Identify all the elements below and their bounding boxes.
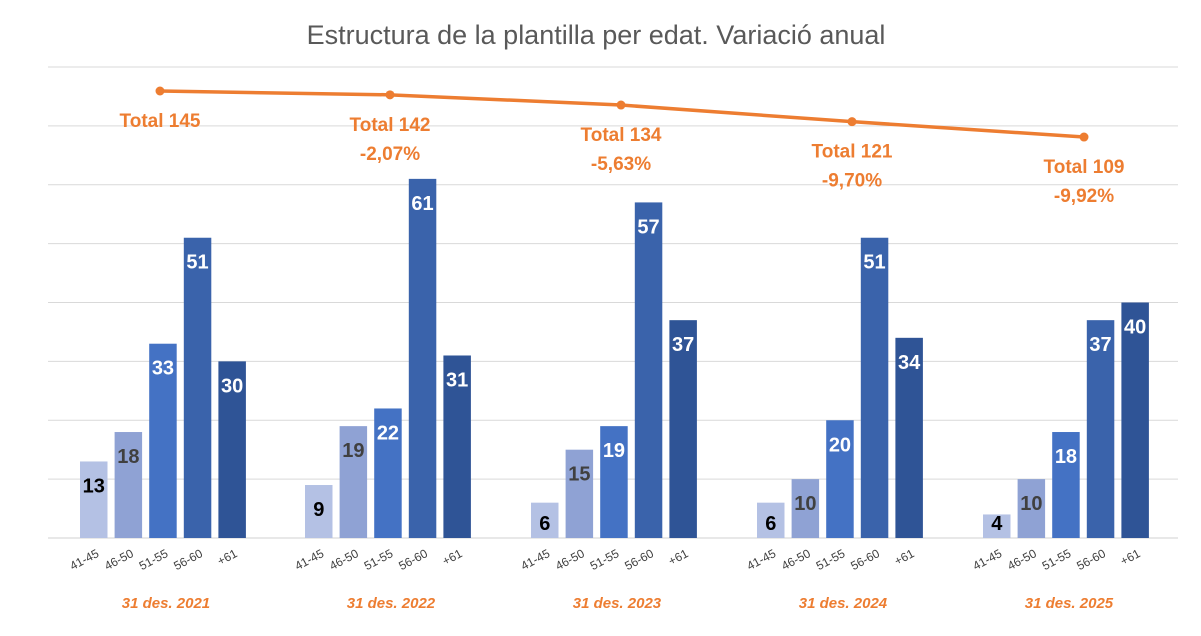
group-label: 31 des. 2025 (1025, 595, 1114, 612)
group-label: 31 des. 2024 (799, 595, 888, 612)
bar (443, 355, 471, 538)
category-tick-label: 56-60 (1074, 546, 1108, 573)
bar (183, 237, 212, 539)
category-tick-label: +61 (892, 546, 917, 568)
totals-point (847, 117, 857, 127)
bar (895, 337, 923, 538)
totals-point (155, 86, 165, 96)
bar (531, 502, 559, 538)
bar (634, 202, 663, 538)
category-tick-label: 51-55 (1040, 546, 1074, 573)
bar (600, 426, 628, 538)
totals-line (155, 86, 1089, 142)
data-label: 22 (377, 422, 399, 444)
category-tick-label: 41-45 (518, 546, 552, 573)
group-label: 31 des. 2023 (573, 595, 662, 612)
bars (80, 178, 1149, 539)
data-label: 13 (83, 475, 105, 497)
category-tick-label: 56-60 (396, 546, 430, 573)
data-label: 10 (1020, 493, 1042, 515)
category-tick-label: 41-45 (744, 546, 778, 573)
total-label: Total 142 (350, 115, 431, 136)
category-tick-label: 41-45 (67, 546, 101, 573)
data-label: 31 (446, 369, 468, 391)
category-tick-label: 46-50 (1005, 546, 1039, 573)
data-label: 19 (342, 440, 364, 462)
data-label: 61 (411, 193, 433, 215)
data-label: 10 (794, 493, 816, 515)
totals-point (1079, 132, 1089, 142)
data-label: 20 (829, 434, 851, 456)
bar (1086, 320, 1115, 538)
variation-label: -9,70% (822, 171, 882, 192)
data-label: 34 (898, 352, 921, 374)
data-label: 30 (221, 375, 243, 397)
bar (757, 502, 785, 538)
category-tick-label: 46-50 (779, 546, 813, 573)
bar (80, 461, 108, 538)
total-label: Total 134 (581, 125, 662, 146)
category-tick-label: 56-60 (848, 546, 882, 573)
bar (374, 408, 402, 538)
data-label: 51 (186, 252, 208, 274)
totals-point (385, 90, 395, 100)
bar (826, 420, 854, 538)
variation-label: -5,63% (591, 154, 651, 175)
bar (305, 485, 333, 538)
category-tick-label: +61 (440, 546, 465, 568)
data-label: 40 (1124, 317, 1146, 339)
category-tick-label: 51-55 (588, 546, 622, 573)
data-label: 37 (1089, 334, 1111, 356)
total-label: Total 121 (812, 142, 893, 163)
category-tick-label: +61 (1118, 546, 1143, 568)
bar (114, 432, 143, 538)
category-tick-label: 56-60 (622, 546, 656, 573)
data-label: 6 (765, 513, 776, 535)
bar (218, 361, 246, 538)
total-label: Total 109 (1044, 157, 1125, 178)
data-label: 6 (539, 513, 550, 535)
data-label: 57 (637, 216, 659, 238)
bar (669, 320, 697, 538)
bar (791, 479, 820, 538)
bar (565, 449, 594, 538)
variation-label: -9,92% (1054, 186, 1114, 207)
category-tick-label: +61 (215, 546, 240, 568)
bar (983, 514, 1011, 538)
bar (860, 237, 889, 539)
category-tick-label: 46-50 (327, 546, 361, 573)
group-label: 31 des. 2021 (122, 595, 210, 612)
bar (1121, 302, 1149, 538)
category-tick-label: +61 (666, 546, 691, 568)
category-tick-label: 51-55 (137, 546, 171, 573)
data-label: 18 (117, 446, 139, 468)
bar (408, 178, 437, 539)
variation-label: -2,07% (360, 144, 420, 165)
bar (1017, 479, 1046, 538)
data-label: 33 (152, 358, 174, 380)
category-tick-label: 46-50 (102, 546, 136, 573)
data-label: 4 (991, 513, 1003, 535)
chart-title: Estructura de la plantilla per edat. Var… (307, 20, 886, 50)
data-label: 9 (313, 499, 324, 521)
data-label: 51 (863, 252, 885, 274)
category-tick-label: 56-60 (171, 546, 205, 573)
category-tick-label: 41-45 (970, 546, 1004, 573)
bar (339, 426, 368, 538)
bar (149, 343, 177, 538)
category-tick-label: 41-45 (292, 546, 326, 573)
group-label: 31 des. 2022 (347, 595, 436, 612)
category-tick-label: 46-50 (553, 546, 587, 573)
totals-point (616, 100, 626, 110)
data-label: 15 (568, 464, 590, 486)
bar (1052, 432, 1080, 538)
data-label: 19 (603, 440, 625, 462)
data-label: 37 (672, 334, 694, 356)
data-label: 18 (1055, 446, 1077, 468)
category-tick-label: 51-55 (814, 546, 848, 573)
total-label: Total 145 (120, 111, 201, 132)
category-tick-label: 51-55 (362, 546, 396, 573)
